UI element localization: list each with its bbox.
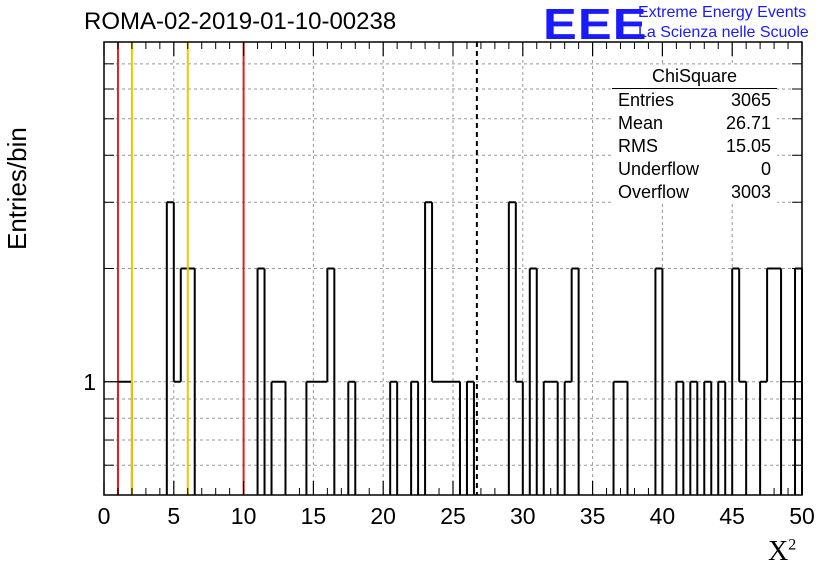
chart-title: ROMA-02-2019-01-10-00238 bbox=[84, 8, 397, 35]
histogram-bin bbox=[717, 380, 727, 495]
eee-logo: EEE bbox=[543, 0, 648, 49]
stats-row: RMS 15.05 bbox=[612, 135, 777, 158]
stats-row: Mean 26.71 bbox=[612, 112, 777, 135]
histogram-bin bbox=[563, 380, 572, 495]
histogram-bin bbox=[542, 380, 551, 495]
stats-label: Overflow bbox=[618, 182, 690, 202]
y-axis-label: Entries/bin bbox=[2, 127, 32, 250]
x-tick-label: 25 bbox=[440, 503, 466, 529]
stats-value: 15.05 bbox=[725, 136, 771, 156]
x-tick-label: 15 bbox=[301, 503, 327, 529]
histogram-bin bbox=[759, 380, 768, 495]
stats-value: 0 bbox=[760, 159, 771, 179]
logo-line-1: Extreme Energy Events bbox=[638, 4, 807, 21]
stats-row: Overflow 3003 bbox=[612, 181, 777, 204]
histogram-bin bbox=[256, 267, 266, 495]
x-axis-label: X2 bbox=[768, 536, 796, 568]
histogram-bin bbox=[453, 380, 461, 495]
stats-label: Mean bbox=[618, 113, 664, 133]
x-axis-label-text: X bbox=[768, 536, 789, 567]
x-tick-label: 20 bbox=[370, 503, 396, 529]
stats-value: 3003 bbox=[730, 182, 771, 202]
histogram-bin bbox=[179, 267, 188, 382]
histogram-bin bbox=[270, 380, 279, 495]
histogram-bin bbox=[347, 380, 357, 495]
x-tick-label: 10 bbox=[231, 503, 257, 529]
x-tick-label: 45 bbox=[719, 503, 745, 529]
stats-box: ChiSquare Entries 3065 Mean 26.71 RMS 15.05… bbox=[612, 66, 777, 204]
histogram-bin bbox=[465, 380, 475, 495]
histogram-bars bbox=[116, 201, 803, 495]
histogram-bin bbox=[507, 201, 517, 495]
histogram-bin bbox=[703, 380, 713, 495]
x-tick-label: 40 bbox=[650, 503, 676, 529]
histogram-bin bbox=[620, 380, 629, 495]
histogram-bin bbox=[654, 267, 664, 495]
histogram-bin bbox=[165, 201, 175, 495]
grid-lines bbox=[104, 42, 802, 495]
histogram-bin bbox=[612, 380, 621, 495]
stats-row: Entries 3065 bbox=[612, 89, 777, 112]
axis-ticks: 0 5 10 15 20 25 30 35 40 45 50 1 bbox=[83, 42, 815, 529]
stats-value: 26.71 bbox=[725, 113, 771, 133]
histogram-bin bbox=[675, 380, 685, 495]
histogram-bin bbox=[570, 267, 580, 495]
histogram-bin bbox=[550, 380, 559, 495]
histogram-bin bbox=[278, 380, 287, 495]
histogram-bin bbox=[774, 267, 783, 495]
histogram-bin bbox=[424, 201, 434, 495]
histogram-bin bbox=[739, 380, 748, 495]
histogram-bin bbox=[689, 380, 699, 495]
histogram-bin bbox=[187, 267, 196, 495]
x-tick-label: 30 bbox=[510, 503, 536, 529]
x-tick-label: 5 bbox=[167, 503, 180, 529]
histogram-bin bbox=[766, 267, 775, 382]
reference-lines bbox=[116, 42, 478, 495]
histogram-bin bbox=[305, 380, 314, 495]
histogram-bin bbox=[528, 267, 538, 495]
stats-title: ChiSquare bbox=[612, 66, 777, 89]
stats-label: Underflow bbox=[618, 159, 700, 179]
histogram-bin bbox=[410, 380, 420, 495]
stats-label: Entries bbox=[618, 90, 675, 110]
y-tick-label: 1 bbox=[83, 369, 96, 395]
x-tick-label: 0 bbox=[98, 503, 111, 529]
x-axis-label-superscript: 2 bbox=[788, 536, 797, 554]
histogram-bin bbox=[731, 267, 741, 495]
histogram-bin bbox=[515, 380, 524, 495]
histogram-bin bbox=[389, 380, 399, 495]
logo-line-2: La Scienza nelle Scuole bbox=[638, 24, 809, 41]
x-tick-label: 35 bbox=[580, 503, 606, 529]
histogram-bin bbox=[326, 267, 336, 495]
stats-label: RMS bbox=[618, 136, 658, 156]
stats-value: 3065 bbox=[730, 90, 771, 110]
stats-row: Underflow 0 bbox=[612, 158, 777, 181]
x-tick-label: 50 bbox=[789, 503, 815, 529]
